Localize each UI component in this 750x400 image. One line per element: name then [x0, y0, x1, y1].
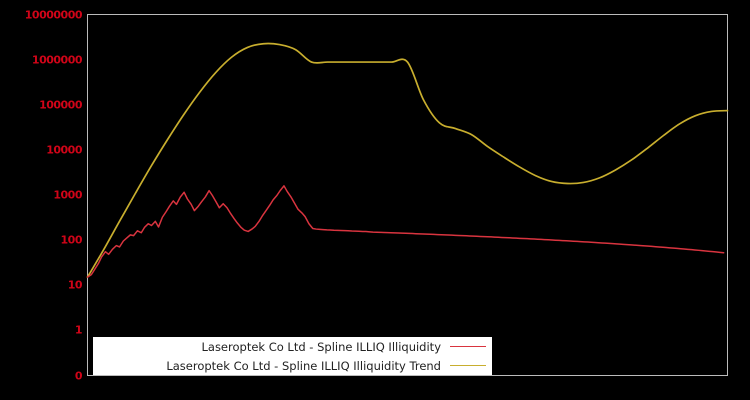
plot-area-border — [87, 14, 728, 376]
series-line-illiquidity — [86, 185, 725, 278]
y-axis-tick-label: 100 — [60, 233, 83, 247]
y-axis-tick-label: 0 — [74, 369, 83, 382]
chart-legend[interactable]: Laseroptek Co Ltd - Spline ILLIQ Illiqui… — [93, 337, 492, 375]
series-line-trend — [86, 42, 729, 278]
y-axis-tick-label: 10 — [67, 278, 83, 292]
y-axis-tick-label: 1000000 — [31, 53, 83, 67]
y-axis-tick-label: 10000 — [46, 143, 82, 157]
y-axis-tick-label: 100000 — [39, 98, 82, 112]
legend-label-illiquidity: Laseroptek Co Ltd - Spline ILLIQ Illiqui… — [201, 339, 441, 354]
legend-item-trend[interactable]: Laseroptek Co Ltd - Spline ILLIQ Illiqui… — [93, 356, 492, 375]
series-layer — [86, 42, 729, 278]
legend-item-illiquidity[interactable]: Laseroptek Co Ltd - Spline ILLIQ Illiqui… — [93, 337, 492, 356]
y-axis-tick-label: 10000000 — [24, 8, 83, 22]
y-axis-tick-label: 1 — [74, 323, 83, 337]
legend-label-trend: Laseroptek Co Ltd - Spline ILLIQ Illiqui… — [166, 358, 441, 373]
legend-swatch-trend — [450, 365, 486, 366]
y-axis-tick-label: 1000 — [53, 188, 82, 202]
legend-swatch-illiquidity — [450, 346, 486, 347]
